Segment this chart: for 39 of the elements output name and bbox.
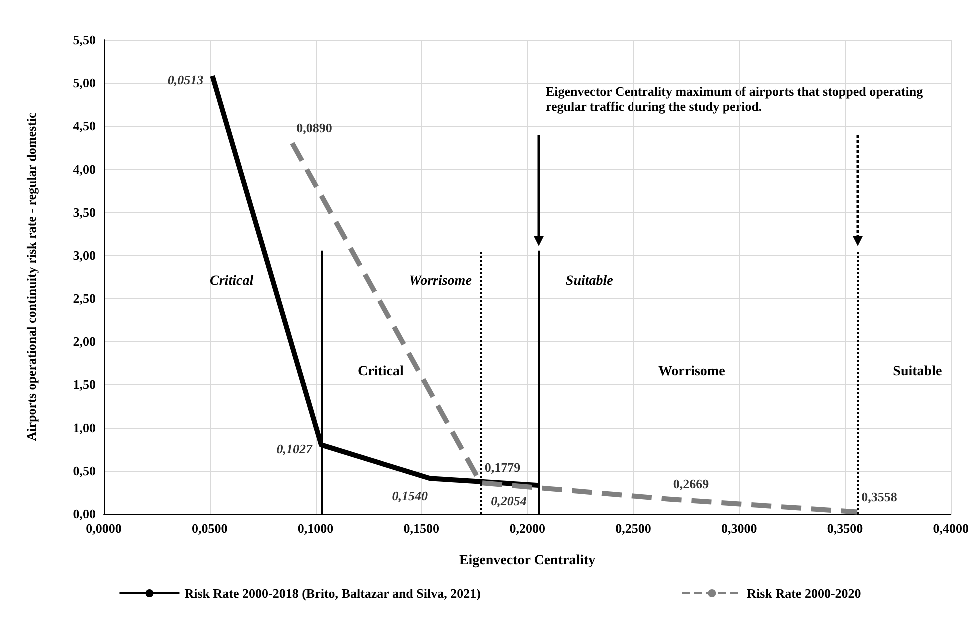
annotation: Suitable [893, 364, 942, 380]
y-tick-label: 5,50 [73, 32, 96, 48]
y-tick-label: 4,00 [73, 162, 96, 177]
annotation: 0,2054 [491, 494, 528, 509]
x-tick-label: 0,0000 [86, 521, 122, 536]
x-tick-label: 0,1000 [298, 521, 334, 536]
y-tick-label: 3,50 [73, 204, 96, 220]
annotation: Worrisome [658, 364, 726, 380]
x-tick-label: 0,0500 [192, 521, 228, 536]
annotation: Critical [358, 364, 404, 380]
annotation: 0,1540 [392, 488, 429, 504]
legend-label: Risk Rate 2000-2018 (Brito, Baltazar and Silva, 2021) [184, 586, 481, 601]
x-tick-label: 0,3500 [827, 521, 864, 536]
x-axis-title: Eigenvector Centrality [459, 554, 596, 568]
annotation: 0,0890 [296, 120, 332, 136]
y-tick-label: 3,00 [73, 248, 96, 263]
y-tick-label: 2,00 [73, 334, 96, 350]
y-tick-label: 1,00 [73, 420, 96, 436]
y-tick-label: 0,50 [73, 463, 96, 478]
legend-label: Risk Rate 2000-2020 [747, 586, 862, 601]
annotation: 0,1027 [276, 442, 313, 457]
x-tick-label: 0,3000 [721, 521, 758, 536]
y-axis-title: Airports operational continuity risk rate - regular domestic [24, 112, 39, 442]
y-tick-label: 4,50 [73, 118, 96, 134]
x-tick-label: 0,2000 [510, 521, 546, 536]
annotation: Critical [210, 274, 254, 290]
x-tick-label: 0,4000 [933, 521, 969, 536]
y-tick-label: 1,50 [73, 377, 96, 392]
annotation: Suitable [566, 274, 614, 290]
annotation: 0,0513 [168, 72, 204, 88]
x-tick-label: 0,1500 [404, 521, 440, 536]
annotation: 0,1779 [484, 460, 522, 475]
y-tick-label: 5,00 [73, 76, 96, 91]
annotation: Worrisome [409, 274, 472, 290]
annotation: 0,2669 [673, 476, 710, 492]
y-tick-label: 2,50 [73, 291, 96, 306]
y-tick-label: 0,00 [73, 506, 96, 522]
annotation: 0,3558 [862, 489, 898, 504]
x-tick-label: 0,2500 [616, 521, 652, 536]
